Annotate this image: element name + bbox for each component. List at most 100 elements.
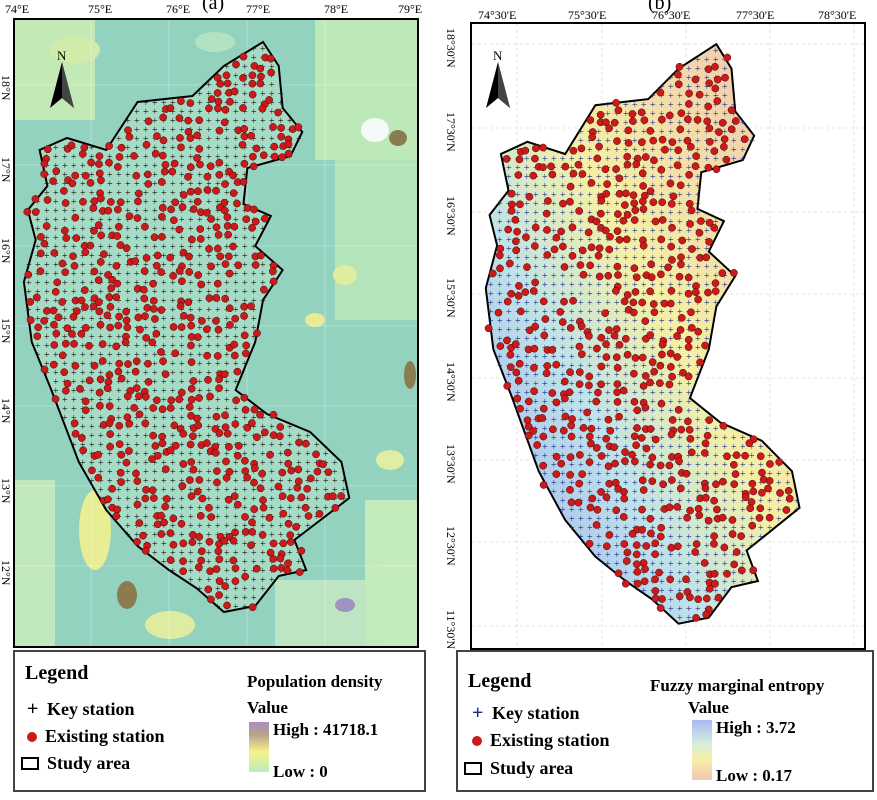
- map-a[interactable]: + + + + + + + + + + + + + + + + + + + + + + + + + + + + + + + + + + + + + + + +…: [13, 18, 419, 648]
- key-station-marker: +: [179, 314, 185, 325]
- key-station-marker: +: [107, 341, 113, 352]
- key-station-marker: +: [242, 557, 248, 568]
- existing-station-marker: [561, 412, 570, 421]
- existing-station-marker: [194, 421, 203, 430]
- key-station-marker: +: [704, 226, 710, 237]
- existing-station-marker: [112, 512, 121, 520]
- key-station-marker: +: [170, 494, 176, 505]
- existing-station-marker: [606, 426, 615, 435]
- existing-station-marker: [648, 453, 657, 462]
- existing-station-marker: [585, 372, 594, 381]
- existing-station-marker: [142, 254, 151, 262]
- existing-station-marker: [186, 99, 195, 107]
- key-station-marker: +: [251, 557, 257, 568]
- existing-station-marker: [530, 344, 539, 353]
- north-arrow: N: [50, 48, 74, 108]
- existing-station-marker: [94, 473, 103, 482]
- key-station-marker: +: [269, 503, 275, 514]
- existing-station-marker: [53, 278, 62, 287]
- existing-station-marker: [207, 595, 215, 604]
- existing-station-marker: [748, 521, 757, 530]
- key-station-marker: +: [287, 485, 293, 496]
- key-station-marker: +: [224, 323, 230, 334]
- existing-station-marker: [134, 197, 142, 206]
- key-station-marker: +: [686, 559, 692, 570]
- key-station-marker: +: [197, 341, 203, 352]
- existing-station-marker: [667, 286, 676, 295]
- existing-station-marker: [114, 367, 123, 376]
- existing-station-marker: [214, 104, 222, 113]
- key-station-marker: +: [206, 251, 212, 262]
- key-station-marker: +: [260, 413, 266, 424]
- existing-station-marker: [605, 124, 613, 133]
- existing-station-marker: [185, 252, 193, 261]
- key-station-marker: +: [251, 548, 257, 559]
- key-station-marker: +: [206, 143, 212, 154]
- key-station-marker: +: [596, 424, 602, 435]
- existing-station-marker: [132, 357, 141, 366]
- key-station-marker: +: [71, 422, 77, 433]
- key-station-marker: +: [125, 521, 131, 532]
- key-station-marker: +: [98, 413, 104, 424]
- existing-station-marker: [692, 152, 700, 160]
- existing-station-marker: [711, 62, 719, 71]
- key-station-marker: +: [170, 359, 176, 370]
- key-station-marker: +: [152, 467, 158, 478]
- key-station-marker: +: [515, 388, 521, 399]
- existing-station-marker: [51, 395, 60, 403]
- existing-station-marker: [214, 325, 223, 334]
- existing-station-marker: [81, 397, 90, 406]
- key-station-marker: +: [668, 307, 674, 318]
- key-station-marker: +: [89, 386, 95, 397]
- key-station-marker: +: [116, 170, 122, 181]
- map-b[interactable]: + + + + + + + + + + + + + + + + + + + + + + + + + + + + + + + + + + + + + + + +…: [470, 22, 866, 650]
- key-station-marker: +: [569, 334, 575, 345]
- key-station-marker: +: [659, 316, 665, 327]
- existing-station-marker: [179, 539, 188, 548]
- key-station-marker: +: [314, 440, 320, 451]
- key-station-marker: +: [587, 469, 593, 480]
- key-station-marker: +: [668, 469, 674, 480]
- key-station-marker: +: [596, 433, 602, 444]
- existing-station-marker: [122, 458, 131, 467]
- key-station-marker: +: [515, 163, 521, 174]
- existing-station-marker: [666, 299, 675, 308]
- existing-station-marker: [503, 382, 512, 390]
- existing-station-marker: [691, 548, 700, 556]
- existing-station-marker: [225, 443, 233, 451]
- existing-station-marker: [223, 213, 232, 221]
- key-station-marker: +: [587, 145, 593, 156]
- key-station-marker: +: [215, 152, 221, 163]
- key-station-marker: +: [677, 577, 683, 588]
- key-station-marker: +: [53, 368, 59, 379]
- key-station-marker: +: [695, 298, 701, 309]
- existing-station-marker: [629, 117, 637, 125]
- key-station-marker: +: [704, 541, 710, 552]
- key-station-marker: +: [71, 224, 77, 235]
- legend-layer-title: Population density: [247, 672, 383, 691]
- existing-station-marker: [231, 420, 240, 428]
- key-station-marker: +: [125, 422, 131, 433]
- existing-station-marker: [515, 282, 523, 290]
- key-station-marker: +: [596, 181, 602, 192]
- existing-station-marker: [68, 330, 76, 338]
- existing-station-marker: [231, 564, 240, 573]
- key-station-marker: +: [587, 298, 593, 309]
- existing-station-marker: [113, 279, 122, 288]
- key-station-marker: +: [533, 262, 539, 273]
- key-station-marker: +: [704, 55, 710, 66]
- key-station-marker: +: [26, 278, 32, 289]
- existing-station-marker: [621, 334, 630, 343]
- key-station-marker: +: [170, 152, 176, 163]
- key-station-marker: +: [704, 460, 710, 471]
- existing-station-marker: [184, 116, 193, 125]
- existing-station-marker: [741, 451, 749, 460]
- key-station-marker: +: [71, 242, 77, 253]
- key-station-marker: +: [71, 350, 77, 361]
- existing-station-marker: [226, 97, 234, 106]
- key-station-marker: +: [179, 287, 185, 298]
- key-station-marker: +: [71, 161, 77, 172]
- key-station-marker: +: [731, 505, 737, 516]
- key-station-marker: +: [686, 127, 692, 138]
- key-station-marker: +: [53, 161, 59, 172]
